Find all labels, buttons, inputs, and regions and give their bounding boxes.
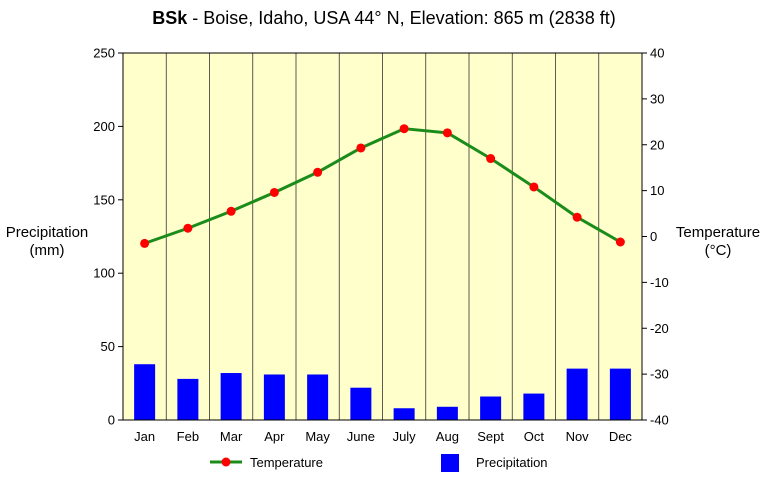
right-tick-label: -40 [650,413,669,428]
temperature-point-oct [529,182,539,192]
right-tick-label: 20 [650,137,664,152]
left-axis: 0 50 100 150 200 250 [93,46,123,428]
legend-precipitation-swatch [441,454,459,472]
legend-precipitation-label: Precipitation [476,455,548,470]
month-label-jan: Jan [134,429,155,444]
month-gridlines [165,53,600,420]
left-tick-label: 0 [108,413,115,428]
precipitation-bar-apr [263,374,285,420]
precipitation-bar-aug [436,406,458,420]
month-label-aug: Aug [436,429,459,444]
month-label-mar: Mar [220,429,243,444]
precipitation-bar-jan [134,364,156,420]
right-axis-title-line2: (°C) [705,242,732,259]
legend: Temperature Precipitation [210,454,548,472]
left-tick-label: 250 [93,46,115,61]
left-axis-title-line2: (mm) [30,242,65,259]
x-axis: Jan Feb Mar Apr May June July Aug Sept Oct Nov Dec [134,429,632,444]
month-label-july: July [393,429,417,444]
legend-temperature-marker [221,457,231,467]
title-text: - Boise, Idaho, USA 44° N, Elevation: 86… [187,8,615,28]
left-tick-label: 50 [101,339,115,354]
temperature-point-aug [442,128,452,138]
left-tick-label: 150 [93,192,115,207]
right-tick-label: 30 [650,91,664,106]
precipitation-bar-sept [480,396,502,420]
month-label-may: May [305,429,330,444]
temperature-line [144,127,622,245]
month-label-nov: Nov [566,429,590,444]
precipitation-bar-oct [523,393,545,420]
month-label-apr: Apr [264,429,285,444]
month-label-sept: Sept [477,429,504,444]
right-tick-label: -20 [650,321,669,336]
right-axis-title-line1: Temperature [676,224,760,241]
temperature-point-july [399,124,409,134]
right-tick-label: 0 [650,229,657,244]
precipitation-bar-dec [609,368,631,420]
precipitation-bar-nov [566,368,588,420]
temperature-point-mar [226,206,236,216]
temperature-point-june [356,143,366,153]
precipitation-bar-mar [220,373,242,420]
temperature-point-apr [269,187,279,197]
precipitation-bar-july [393,408,415,420]
left-tick-label: 100 [93,266,115,281]
climate-code: BSk [152,8,188,28]
chart-title: BSk - Boise, Idaho, USA 44° N, Elevation… [152,8,615,28]
temperature-line-group [140,124,625,248]
month-label-feb: Feb [177,429,199,444]
left-axis-title-line1: Precipitation [6,224,89,241]
legend-temperature-label: Temperature [250,455,323,470]
right-tick-label: 10 [650,183,664,198]
month-label-oct: Oct [524,429,545,444]
month-label-june: June [347,429,375,444]
temperature-point-dec [615,237,625,247]
precipitation-bar-may [307,374,329,420]
precipitation-bar-feb [177,378,199,420]
temperature-point-feb [183,223,193,233]
right-axis: -40 -30 -20 -10 0 10 20 30 40 [642,46,669,428]
temperature-point-nov [572,212,582,222]
right-tick-label: -10 [650,275,669,290]
right-tick-label: -30 [650,367,669,382]
right-tick-label: 40 [650,46,664,61]
month-label-dec: Dec [609,429,633,444]
temperature-point-jan [140,238,150,248]
precipitation-bar-june [350,387,372,420]
temperature-point-may [313,167,323,177]
precipitation-bars [134,364,631,420]
left-tick-label: 200 [93,119,115,134]
temperature-point-sept [486,154,496,164]
